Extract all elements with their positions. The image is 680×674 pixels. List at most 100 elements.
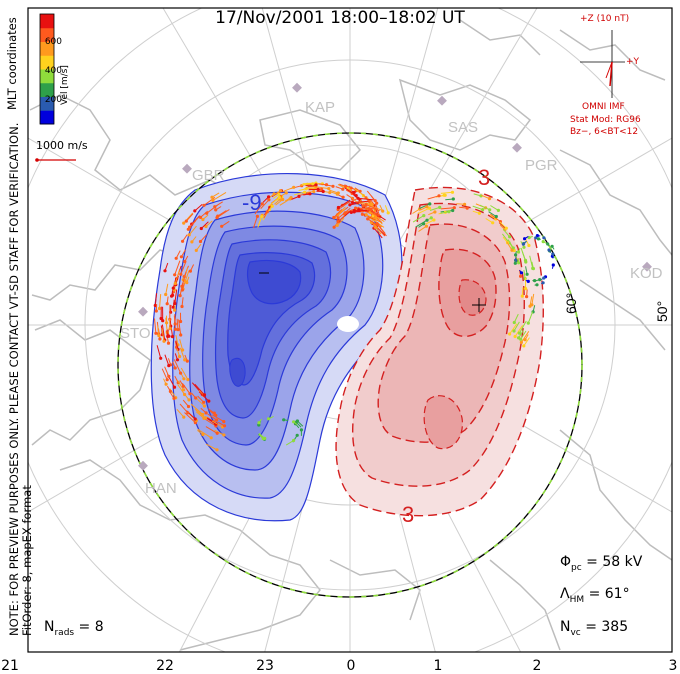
velocity-vector-origin: [188, 225, 192, 229]
velocity-vector-origin: [202, 404, 206, 408]
velocity-vector-origin: [166, 334, 170, 338]
velocity-vector-origin: [336, 216, 340, 220]
velocity-vector: [197, 428, 212, 439]
velocity-vector: [358, 197, 374, 201]
velocity-vector-origin: [171, 305, 175, 309]
velocity-vector: [305, 184, 317, 186]
velocity-vector: [179, 339, 184, 351]
imf-condition: Bz−, 6<BT<12: [570, 127, 639, 137]
velocity-vector: [514, 325, 524, 337]
velocity-vector-origin: [327, 187, 331, 191]
velocity-vector-origin: [450, 190, 455, 194]
imf-z-label: +Z (10 nT): [580, 14, 630, 24]
velocity-vector: [180, 367, 189, 380]
velocity-vector-origin: [335, 192, 339, 196]
velocity-vector-origin: [425, 218, 429, 222]
velocity-vector-origin: [292, 185, 296, 189]
velocity-vector: [212, 414, 225, 423]
velocity-vector-origin: [465, 206, 469, 210]
velocity-vector-origin: [551, 263, 555, 267]
velocity-vector-origin: [194, 248, 198, 252]
velocity-vector-origin: [297, 194, 301, 198]
velocity-vector-origin: [270, 204, 274, 208]
velocity-vector-origin: [335, 223, 339, 227]
velocity-vector-origin: [211, 198, 215, 202]
velocity-vector: [305, 186, 317, 188]
cross-polar-cap-potential: Φpc = 58 kV: [560, 554, 643, 573]
velocity-vector: [316, 186, 329, 190]
site-label-kap: KAP: [305, 99, 335, 116]
velocity-vector: [178, 319, 182, 336]
velocity-vector: [333, 209, 343, 218]
velocity-vector-origin: [257, 423, 261, 427]
negative-contour-label: -9: [242, 190, 262, 215]
velocity-vector: [440, 207, 455, 210]
velocity-vector-origin: [429, 216, 433, 220]
velocity-vector-origin: [164, 292, 168, 297]
velocity-vector-origin: [516, 250, 521, 254]
velocity-vector-origin: [215, 431, 219, 435]
velocity-vector-origin: [351, 201, 355, 205]
velocity-vector: [176, 408, 185, 418]
plot-frame: [27, 7, 673, 653]
velocity-vector-origin: [292, 420, 296, 424]
velocity-vector-origin: [173, 273, 177, 277]
velocity-vector-origin: [295, 433, 299, 437]
velocity-vector-origin: [332, 215, 336, 220]
velocity-vector: [195, 411, 205, 419]
velocity-vector-origin: [188, 269, 192, 273]
velocity-vector: [203, 196, 216, 206]
mlt-label-1: 1: [433, 658, 443, 674]
velocity-vector-origin: [213, 205, 217, 209]
velocity-vector-origin: [541, 240, 545, 244]
velocity-vector-origin: [442, 193, 446, 197]
velocity-vector: [207, 413, 217, 421]
site-label-sto: STO: [120, 325, 151, 342]
velocity-vector-origin: [513, 334, 517, 339]
velocity-vector: [217, 210, 227, 217]
velocity-vector: [419, 203, 431, 209]
velocity-vector-origin: [525, 295, 529, 299]
velocity-vector-origin: [512, 329, 516, 333]
imf-source: OMNI IMF: [582, 102, 625, 112]
velocity-vector: [196, 398, 205, 407]
velocity-vector-origin: [452, 206, 456, 210]
velocity-vector-origin: [533, 279, 537, 283]
velocity-vector-origin: [210, 195, 214, 199]
velocity-vector-origin: [354, 194, 358, 198]
velocity-vector-origin: [186, 411, 190, 415]
velocity-vector: [190, 403, 204, 415]
velocity-vector-origin: [172, 396, 176, 400]
velocity-vector-origin: [182, 388, 186, 392]
velocity-vector-origin: [487, 197, 492, 201]
velocity-vector: [506, 241, 513, 251]
velocity-vector-origin: [295, 419, 299, 423]
velocity-vector-origin: [260, 202, 264, 206]
velocity-vector: [173, 315, 176, 330]
velocity-vector-origin: [425, 205, 429, 209]
velocity-vector-origin: [278, 189, 283, 193]
colorbar-segment: [40, 82, 54, 97]
velocity-vector: [161, 327, 165, 342]
velocity-vector-origin: [204, 224, 208, 229]
velocity-vector: [373, 227, 383, 239]
colorbar-tick-200: 200: [44, 95, 62, 105]
velocity-vector: [529, 296, 533, 307]
velocity-vector-origin: [158, 337, 162, 341]
velocity-vector: [415, 219, 428, 228]
velocity-vector: [344, 187, 357, 197]
velocity-vector: [520, 331, 530, 343]
velocity-vector-origin: [167, 374, 171, 378]
velocity-vector-origin: [176, 328, 180, 332]
velocity-vector-origin: [366, 217, 370, 221]
velocity-vector-origin: [183, 392, 187, 397]
velocity-vector-origin: [292, 438, 296, 443]
velocity-vector-origin: [201, 432, 205, 437]
velocity-vector-origin: [541, 281, 545, 285]
velocity-vector-origin: [167, 364, 171, 368]
site-label-kod: KOD: [630, 265, 663, 282]
velocity-vector-origin: [162, 339, 166, 343]
velocity-vector-origin: [163, 269, 167, 273]
velocity-vector: [509, 323, 518, 335]
coordinate-system-label: MLT coordinates: [5, 17, 19, 110]
